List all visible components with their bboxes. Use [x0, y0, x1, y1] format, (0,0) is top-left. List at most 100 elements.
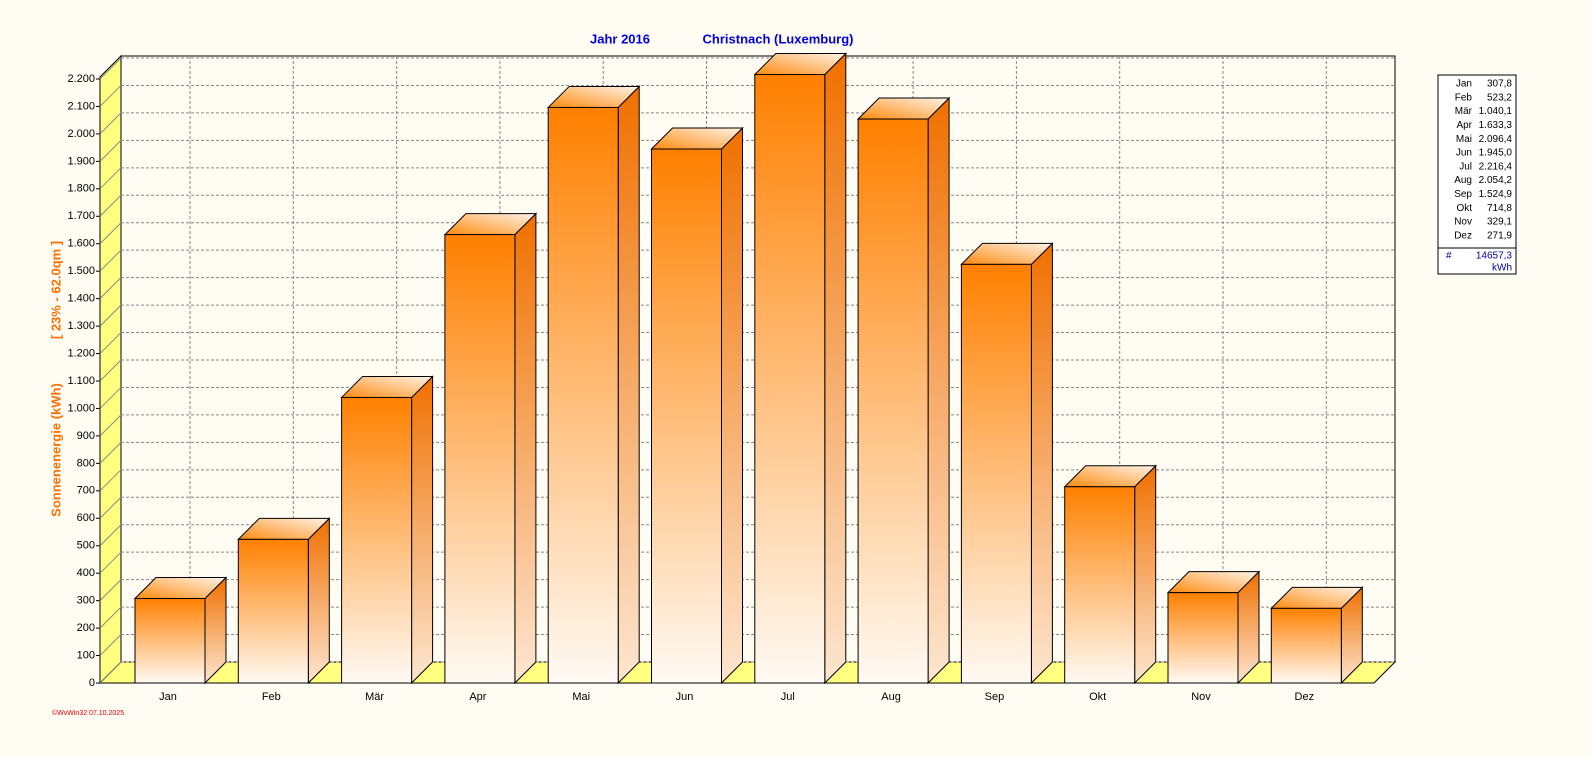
- chart-subtitle: Christnach (Luxemburg): [703, 31, 854, 46]
- x-tick-label: Apr: [469, 691, 486, 703]
- footer: ©WvWin32 07.10.2025: [52, 709, 124, 717]
- grid-line-side: [99, 249, 122, 272]
- y-axis-label-extra: [ 23% - 62.0qm ]: [48, 241, 63, 339]
- legend-value: 523,2: [1487, 92, 1512, 103]
- grid-line-side: [99, 332, 122, 354]
- bar: [651, 148, 722, 684]
- y-tick-label: 1.400: [67, 293, 95, 305]
- bar: [1167, 592, 1239, 684]
- grid-line-side: [99, 359, 122, 382]
- legend-label: Jun: [1456, 148, 1472, 159]
- y-tick-label: 900: [77, 430, 95, 442]
- legend-total: 14657,3: [1476, 251, 1513, 262]
- y-tick-label: 200: [77, 622, 95, 634]
- legend-label: Mär: [1455, 106, 1473, 117]
- y-tick-label: 1.500: [67, 265, 95, 277]
- bar-side: [1030, 242, 1053, 685]
- legend-value: 1.040,1: [1479, 106, 1513, 117]
- y-tick-label: 1.100: [67, 375, 95, 387]
- x-tick-label: Nov: [1191, 691, 1211, 703]
- legend-label: Jul: [1459, 161, 1472, 172]
- bar: [444, 234, 516, 684]
- bar: [237, 538, 309, 684]
- x-tick-label: Mär: [365, 691, 384, 703]
- y-tick-label: 1.000: [67, 402, 95, 414]
- grid-line-side: [99, 222, 122, 245]
- bar: [547, 106, 619, 684]
- y-tick-label: 1.900: [67, 155, 95, 167]
- grid-line-side: [99, 579, 122, 601]
- grid-line-side: [99, 524, 122, 547]
- grid-line-side: [99, 387, 122, 409]
- grid-line-side: [99, 277, 122, 299]
- y-tick-label: 2.200: [67, 73, 95, 85]
- left-wall: [99, 54, 122, 685]
- grid-line-side: [99, 414, 122, 437]
- legend-label: Nov: [1454, 217, 1472, 228]
- y-tick-label: 300: [77, 595, 95, 607]
- legend-box: [1437, 74, 1517, 275]
- legend-label: Jan: [1456, 79, 1472, 90]
- bar: [754, 73, 826, 684]
- grid-line-side: [99, 496, 122, 519]
- grid-line-side: [99, 551, 122, 574]
- legend: # 14657,3 kWh Jan 307,8 Feb 523,2 Mär 1.040,1…: [1437, 74, 1517, 275]
- grid-line-side: [99, 85, 122, 107]
- bar-side: [514, 212, 537, 685]
- legend-label: Apr: [1456, 120, 1472, 131]
- bar-side: [411, 375, 434, 685]
- y-tick-label: 0: [89, 677, 95, 689]
- legend-label: Aug: [1454, 175, 1472, 186]
- grid-line-side: [99, 469, 122, 492]
- legend-value: 271,9: [1487, 230, 1512, 241]
- x-tick-label: Feb: [262, 691, 281, 703]
- legend-value: 2.216,4: [1479, 161, 1513, 172]
- legend-value: 2.054,2: [1479, 175, 1513, 186]
- x-tick-label: Jun: [676, 691, 694, 703]
- y-tick-label: 600: [77, 512, 95, 524]
- grid-line-side: [99, 442, 122, 464]
- legend-label: Okt: [1456, 203, 1472, 214]
- grid-line-side: [99, 304, 122, 327]
- bar-side: [1134, 464, 1157, 685]
- y-tick-label: 1.600: [67, 238, 95, 250]
- bar-side: [617, 85, 640, 685]
- y-tick-label: 100: [77, 649, 95, 661]
- legend-value: 307,8: [1487, 79, 1512, 90]
- grid-line-side: [99, 167, 122, 190]
- grid-line-side: [99, 140, 122, 162]
- bar: [1270, 607, 1342, 684]
- y-axis-label: Sonnenenergie (kWh): [48, 383, 63, 517]
- x-tick-label: Jan: [159, 691, 177, 703]
- grid-line-side: [99, 634, 122, 656]
- legend-label: Dez: [1454, 230, 1472, 241]
- bar-side: [824, 52, 847, 685]
- y-tick-label: 1.300: [67, 320, 95, 332]
- bar-side: [927, 96, 950, 685]
- bar: [341, 396, 413, 684]
- x-tick-label: Sep: [985, 691, 1005, 703]
- legend-total-marker: #: [1446, 251, 1452, 262]
- y-tick-label: 800: [77, 457, 95, 469]
- y-tick-label: 400: [77, 567, 95, 579]
- y-tick-label: 1.700: [67, 210, 95, 222]
- grid-line-side: [99, 57, 122, 80]
- legend-label: Mai: [1456, 134, 1472, 145]
- y-tick-label: 2.100: [67, 100, 95, 112]
- bar-side: [721, 126, 743, 685]
- grid-line-side: [99, 661, 122, 684]
- grid-line-side: [99, 112, 122, 135]
- legend-unit: kWh: [1492, 263, 1512, 274]
- legend-value: 2.096,4: [1479, 134, 1513, 145]
- legend-value: 714,8: [1487, 203, 1512, 214]
- y-tick-label: 500: [77, 540, 95, 552]
- bar: [857, 118, 929, 684]
- legend-value: 1.945,0: [1479, 148, 1513, 159]
- chart-title: Jahr 2016: [590, 31, 650, 46]
- bar: [134, 597, 206, 684]
- bar: [1064, 486, 1136, 684]
- y-tick-label: 1.800: [67, 183, 95, 195]
- x-tick-label: Dez: [1295, 691, 1315, 703]
- y-tick-label: 2.000: [67, 128, 95, 140]
